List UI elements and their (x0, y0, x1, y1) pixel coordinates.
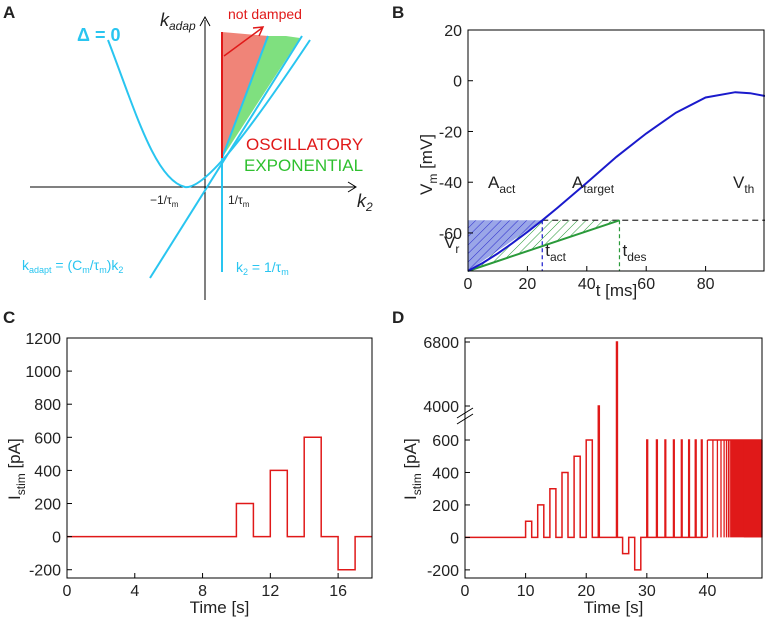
kadapt-equation: kadapt = (Cm/τm)k2 (22, 257, 123, 275)
y-tick-label: 4000 (423, 399, 459, 416)
y-tick-label: -200 (427, 563, 459, 580)
y-tick-label: -200 (29, 563, 61, 580)
panel-label-c: C (3, 308, 15, 327)
a-act-label: Aact (488, 173, 516, 196)
axis-break-mark (456, 413, 474, 425)
y-tick-label: 400 (34, 463, 61, 480)
y-tick-label: 0 (52, 530, 61, 547)
delta-zero-label: Δ = 0 (77, 25, 120, 45)
plot-frame (467, 29, 765, 272)
y-axis-label: Vm [mV] (417, 134, 440, 195)
y-tick-label: 6800 (423, 335, 459, 352)
t-des-label: tdes (622, 241, 646, 264)
x-axis-label: Time [s] (190, 598, 250, 617)
k-adap-label: kadap (160, 10, 196, 33)
y-tick-label: 400 (432, 465, 459, 482)
y-tick-label: 200 (432, 498, 459, 515)
panel-label-a: A (3, 3, 15, 22)
v-th-label: Vth (733, 173, 754, 196)
x-tick-label: 80 (697, 276, 715, 293)
y-tick-label: -60 (439, 226, 462, 243)
panel-a-phase-diagram: not damped Δ = 0 kadap k2 OSCILLATORY EX… (22, 6, 373, 300)
t-act-label: tact (545, 241, 566, 264)
y-axis-label: Istim [pA] (401, 438, 424, 500)
pos-tau-tick: 1/τm (228, 193, 250, 209)
x-tick-label: 4 (130, 583, 139, 600)
x-tick-label: 60 (637, 276, 655, 293)
k2-equation: k2 = 1/τm (236, 259, 289, 277)
y-tick-label: 600 (34, 430, 61, 447)
istim-trace (464, 341, 708, 571)
x-axis-label: Time [s] (584, 598, 644, 617)
not-damped-label: not damped (228, 6, 302, 22)
not-damped-arrowhead (252, 26, 265, 37)
panel-label-b: B (392, 3, 404, 22)
k-adap-arrow (199, 15, 211, 27)
exponential-label: EXPONENTIAL (244, 156, 363, 175)
x-tick-label: 10 (517, 583, 535, 600)
plot-frame (464, 337, 763, 579)
x-axis-label: t [ms] (596, 281, 638, 300)
y-tick-label: 1000 (25, 364, 61, 381)
istim-trace (67, 436, 372, 571)
x-tick-label: 20 (519, 276, 537, 293)
kadapt-line (149, 35, 303, 279)
dense-spike-block (743, 440, 762, 538)
y-tick-label: 0 (453, 74, 462, 91)
y-tick-label: 1200 (25, 331, 61, 348)
x-tick-label: 8 (198, 583, 207, 600)
y-tick-label: 600 (432, 433, 459, 450)
exponential-region (222, 36, 300, 158)
k2-arrow (347, 181, 357, 193)
delta-zero-curve (107, 39, 311, 189)
y-axis-label: Istim [pA] (5, 438, 28, 500)
plot-frame (66, 337, 373, 579)
k2-label: k2 (357, 191, 373, 214)
target-trajectory (467, 219, 620, 272)
x-tick-label: 16 (329, 583, 347, 600)
a-target-label: Atarget (572, 173, 615, 196)
y-tick-label: 800 (34, 397, 61, 414)
panel-label-d: D (392, 308, 404, 327)
x-tick-label: 40 (699, 583, 717, 600)
x-tick-label: 20 (577, 583, 595, 600)
x-tick-label: 12 (261, 583, 279, 600)
oscillatory-label: OSCILLATORY (246, 135, 363, 154)
y-tick-label: -40 (439, 175, 462, 192)
y-tick-label: 20 (444, 23, 462, 40)
x-tick-label: 0 (461, 583, 470, 600)
y-tick-label: 0 (450, 530, 459, 547)
y-tick-label: -20 (439, 124, 462, 141)
boundary-line (221, 35, 269, 159)
not-damped-arrow (223, 27, 263, 57)
panel-b-voltage-plot: 0 20 40 60 80 20 0 -20 -40 -60 t [ms] Vm [mV] Aact At… (417, 23, 765, 300)
x-tick-label: 0 (464, 276, 473, 293)
x-tick-label: 0 (63, 583, 72, 600)
x-tick-label: 30 (638, 583, 656, 600)
x-tick-label: 40 (578, 276, 596, 293)
vm-trace (467, 91, 765, 272)
y-tick-label: 200 (34, 497, 61, 514)
axis-break-mark (456, 407, 474, 419)
v-r-label: Vr (444, 233, 459, 256)
neg-tau-tick: −1/τm (150, 193, 179, 209)
